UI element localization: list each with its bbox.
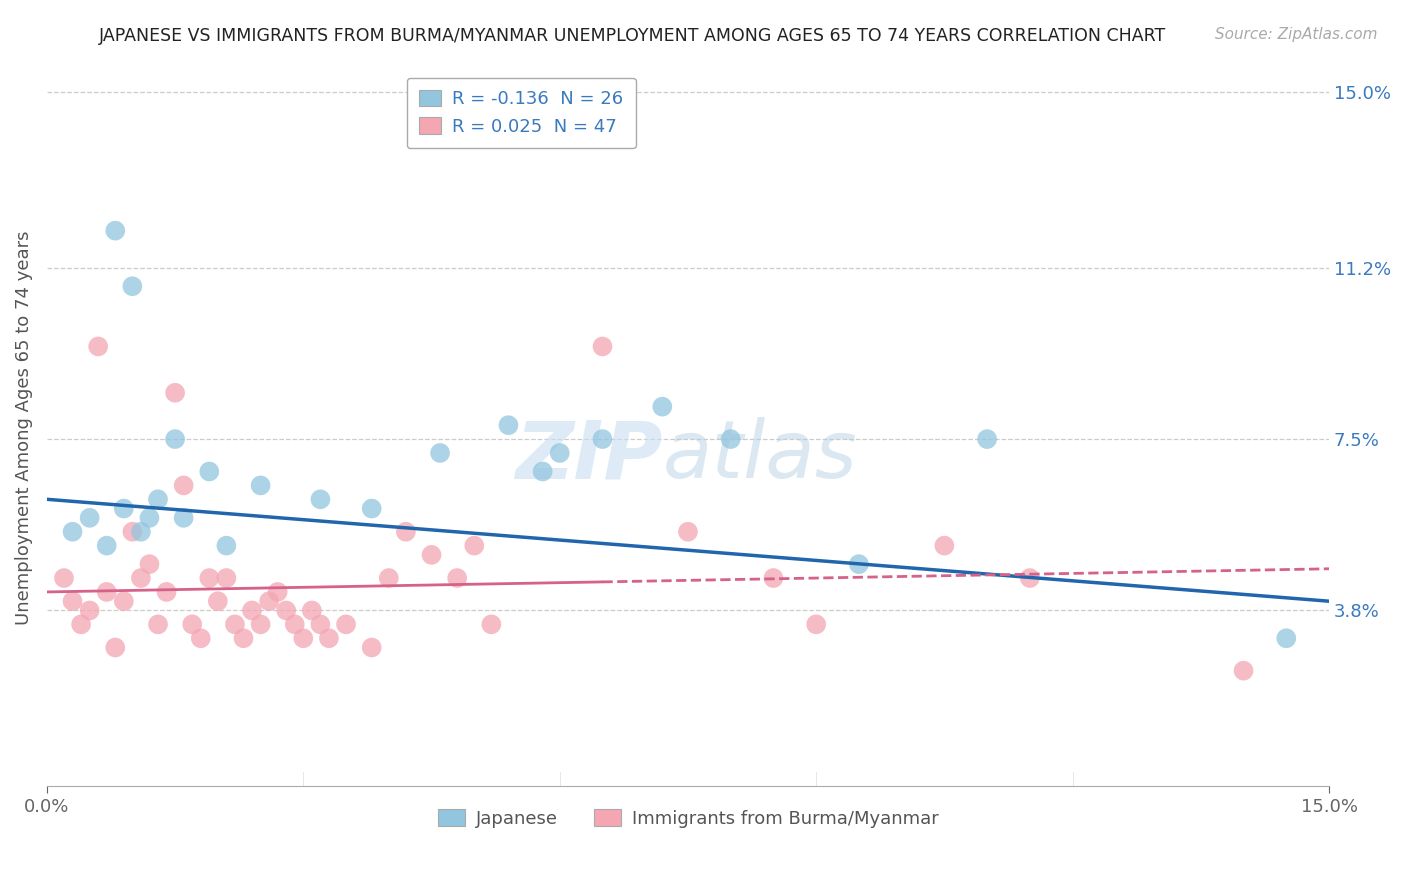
- Point: [173, 478, 195, 492]
- Point: [96, 585, 118, 599]
- Point: [479, 617, 502, 632]
- Point: [548, 446, 571, 460]
- Legend: Japanese, Immigrants from Burma/Myanmar: Japanese, Immigrants from Burma/Myanmar: [430, 802, 945, 835]
- Point: [360, 640, 382, 655]
- Text: Source: ZipAtlas.com: Source: ZipAtlas.com: [1215, 27, 1378, 42]
- Point: [309, 492, 332, 507]
- Point: [429, 446, 451, 460]
- Point: [592, 339, 614, 353]
- Point: [232, 632, 254, 646]
- Point: [155, 585, 177, 599]
- Point: [112, 501, 135, 516]
- Text: ZIP: ZIP: [515, 417, 662, 495]
- Point: [62, 524, 84, 539]
- Point: [360, 501, 382, 516]
- Point: [146, 492, 169, 507]
- Point: [292, 632, 315, 646]
- Point: [676, 524, 699, 539]
- Point: [198, 571, 221, 585]
- Point: [215, 571, 238, 585]
- Point: [138, 557, 160, 571]
- Point: [190, 632, 212, 646]
- Point: [53, 571, 76, 585]
- Point: [592, 432, 614, 446]
- Point: [498, 418, 520, 433]
- Point: [276, 603, 298, 617]
- Point: [420, 548, 443, 562]
- Point: [181, 617, 204, 632]
- Point: [531, 465, 554, 479]
- Point: [301, 603, 323, 617]
- Text: JAPANESE VS IMMIGRANTS FROM BURMA/MYANMAR UNEMPLOYMENT AMONG AGES 65 TO 74 YEARS: JAPANESE VS IMMIGRANTS FROM BURMA/MYANMA…: [98, 27, 1166, 45]
- Point: [207, 594, 229, 608]
- Point: [378, 571, 401, 585]
- Point: [62, 594, 84, 608]
- Point: [249, 617, 271, 632]
- Point: [129, 524, 152, 539]
- Point: [804, 617, 827, 632]
- Point: [651, 400, 673, 414]
- Y-axis label: Unemployment Among Ages 65 to 74 years: Unemployment Among Ages 65 to 74 years: [15, 230, 32, 624]
- Point: [224, 617, 246, 632]
- Point: [104, 640, 127, 655]
- Text: atlas: atlas: [662, 417, 858, 495]
- Point: [446, 571, 468, 585]
- Point: [934, 539, 956, 553]
- Point: [146, 617, 169, 632]
- Point: [249, 478, 271, 492]
- Point: [79, 603, 101, 617]
- Point: [976, 432, 998, 446]
- Point: [79, 511, 101, 525]
- Point: [762, 571, 785, 585]
- Point: [198, 465, 221, 479]
- Point: [720, 432, 742, 446]
- Point: [318, 632, 340, 646]
- Point: [104, 224, 127, 238]
- Point: [173, 511, 195, 525]
- Point: [309, 617, 332, 632]
- Point: [129, 571, 152, 585]
- Point: [87, 339, 110, 353]
- Point: [266, 585, 288, 599]
- Point: [1275, 632, 1298, 646]
- Point: [121, 524, 143, 539]
- Point: [215, 539, 238, 553]
- Point: [335, 617, 357, 632]
- Point: [1232, 664, 1254, 678]
- Point: [257, 594, 280, 608]
- Point: [121, 279, 143, 293]
- Point: [165, 385, 187, 400]
- Point: [1018, 571, 1040, 585]
- Point: [138, 511, 160, 525]
- Point: [96, 539, 118, 553]
- Point: [70, 617, 93, 632]
- Point: [848, 557, 870, 571]
- Point: [240, 603, 263, 617]
- Point: [112, 594, 135, 608]
- Point: [395, 524, 418, 539]
- Point: [463, 539, 485, 553]
- Point: [165, 432, 187, 446]
- Point: [284, 617, 307, 632]
